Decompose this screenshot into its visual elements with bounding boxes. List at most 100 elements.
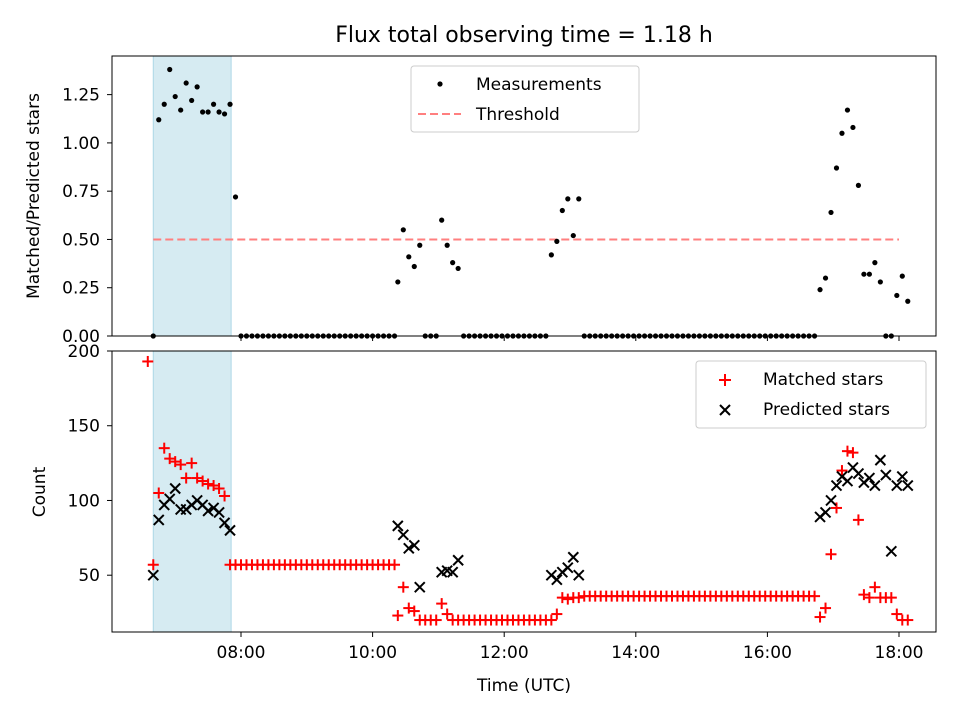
legend-threshold-label: Threshold [475, 105, 560, 125]
predicted-star-point [562, 562, 574, 574]
measurement-point [406, 254, 412, 260]
predicted-star-point [169, 482, 181, 495]
top-panel-frame [111, 55, 937, 337]
legend-matched-marker [719, 374, 731, 386]
measurement-point [828, 209, 834, 216]
x-tick-label: 18:00 [875, 643, 924, 663]
measurement-point [221, 111, 228, 117]
measurement-point [210, 101, 217, 107]
matched-star-point [825, 548, 837, 560]
measurement-point [817, 287, 823, 293]
measurement-point [411, 263, 417, 270]
measurement-point [576, 196, 582, 202]
measurement-point [216, 109, 222, 115]
predicted-star-point [874, 454, 887, 466]
measurement-point [839, 130, 845, 136]
matched-star-point [902, 614, 914, 626]
matched-star-point [891, 608, 903, 620]
x-tick-label: 14:00 [611, 643, 660, 663]
measurement-point [872, 260, 878, 266]
measurement-point [156, 117, 162, 123]
predicted-star-point [397, 529, 410, 541]
predicted-star-point [852, 467, 865, 480]
matched-star-point [809, 590, 821, 602]
measurement-point [565, 196, 571, 202]
predicted-star-point [392, 520, 404, 532]
legend-predicted-marker [719, 404, 731, 416]
measurement-point [161, 101, 167, 107]
matched-star-point [573, 592, 585, 604]
matched-star-point [820, 602, 832, 614]
predicted-star-point [153, 514, 165, 526]
measurement-point [855, 182, 862, 188]
matched-star-point [436, 598, 448, 610]
matched-star-point [863, 592, 875, 604]
matched-star-point [147, 559, 159, 571]
matched-star-point [158, 442, 170, 454]
x-tick-label: 12:00 [480, 643, 529, 663]
matched-star-point [441, 608, 453, 620]
measurement-point [861, 271, 867, 277]
x-tick-label: 08:00 [217, 643, 266, 663]
predicted-star-point [869, 479, 881, 492]
chart-title: Flux total observing time = 1.18 h [335, 23, 713, 48]
matched-star-point [869, 581, 881, 593]
measurement-point [232, 194, 239, 200]
matched-star-point [202, 478, 214, 490]
legend-measurements-label: Measurements [476, 75, 602, 95]
matched-star-point [392, 610, 404, 622]
measurement-point [200, 109, 206, 115]
predicted-star-point [414, 581, 426, 593]
x-axis-label: Time (UTC) [476, 676, 571, 696]
matched-star-point [430, 614, 442, 626]
measurement-point [899, 273, 905, 279]
top-y-tick-label: 0.75 [62, 182, 100, 202]
legend-measurements-marker [437, 81, 443, 87]
measurement-point [554, 238, 560, 244]
predicted-star-point [403, 542, 415, 555]
top-y-tick-label: 0.00 [62, 327, 100, 347]
measurement-point [548, 252, 554, 258]
measurement-point [205, 109, 211, 115]
matched-star-point [175, 459, 187, 471]
predicted-star-point [147, 569, 159, 581]
predicted-star-point [446, 566, 459, 578]
x-tick-label: 16:00 [743, 643, 792, 663]
predicted-star-point [885, 545, 898, 557]
measurement-point [822, 275, 829, 281]
top-y-tick-label: 0.25 [62, 279, 100, 299]
predicted-star-point [891, 479, 903, 492]
predicted-star-point [224, 524, 236, 537]
bottom-legend: Matched stars Predicted stars [695, 360, 927, 429]
bottom-panel-ticks: 08:00 10:00 12:00 14:00 16:00 18:00 50 100 150 20… [68, 342, 924, 663]
predicted-star-point [863, 472, 876, 484]
bottom-y-tick-label: 150 [68, 417, 100, 437]
measurement-point [905, 298, 911, 304]
matched-star-point [180, 472, 192, 484]
measurement-point [439, 217, 445, 223]
predicted-star-point [825, 494, 837, 507]
measurement-point [877, 279, 883, 285]
measurement-point [570, 232, 576, 239]
matched-star-point [556, 592, 568, 604]
predicted-star-point [819, 506, 832, 519]
top-y-tick-label: 1.25 [62, 86, 100, 106]
matched-star-point [847, 447, 859, 459]
matched-star-point [408, 605, 420, 617]
measurement-point [194, 84, 200, 90]
predicted-star-point [164, 493, 176, 505]
measurement-point [172, 93, 178, 100]
predicted-star-point [202, 505, 214, 517]
top-panel: 0.00 0.25 0.50 0.75 1.00 1.25 Matched/Predict… [24, 55, 937, 347]
matched-star-point [562, 593, 574, 605]
matched-star-point [397, 581, 409, 593]
measurement-point [866, 271, 872, 277]
x-tick-label: 10:00 [348, 643, 397, 663]
predicted-star-point [896, 470, 908, 483]
bottom-y-tick-label: 50 [78, 566, 100, 586]
top-legend: Measurements Threshold [410, 65, 640, 133]
measurement-point [450, 260, 456, 266]
matched-star-points [142, 355, 914, 626]
matched-star-point [814, 611, 826, 623]
matched-star-point [830, 502, 842, 514]
